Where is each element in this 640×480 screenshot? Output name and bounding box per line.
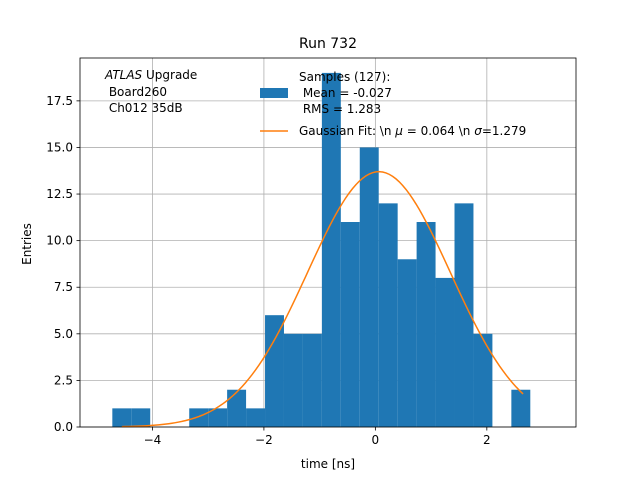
- atlas-upgrade: Upgrade: [142, 68, 197, 82]
- legend-hist-line3: RMS = 1.283: [299, 102, 381, 116]
- atlas-annotation-line1: ATLAS Upgrade: [104, 68, 197, 82]
- histogram-bar: [378, 203, 398, 427]
- histogram-bar: [208, 408, 228, 427]
- x-tick-label: −2: [255, 433, 273, 447]
- y-tick-label: 5.0: [54, 327, 73, 341]
- histogram-bar: [340, 222, 360, 427]
- atlas-italic: ATLAS: [104, 68, 143, 82]
- y-tick-label: 2.5: [54, 373, 73, 387]
- y-tick-label: 15.0: [46, 140, 73, 154]
- y-tick-label: 7.5: [54, 280, 73, 294]
- x-tick-label: 2: [483, 433, 491, 447]
- legend-fit-mu: μ: [394, 124, 403, 138]
- y-tick-label: 17.5: [46, 94, 73, 108]
- histogram-bar: [189, 408, 209, 427]
- histogram-bar: [397, 259, 417, 427]
- histogram-bar: [283, 333, 303, 427]
- histogram-bar: [227, 389, 247, 427]
- histogram-bar: [112, 408, 132, 427]
- histogram-bar: [302, 333, 322, 427]
- histogram-bar: [473, 333, 493, 427]
- axes-frame: [79, 57, 577, 428]
- x-axis-label: time [ns]: [301, 457, 355, 471]
- legend-fit-prefix: Gaussian Fit: \n: [299, 124, 395, 138]
- bars-layer: [112, 72, 531, 428]
- atlas-annotation-line3: Ch012 35dB: [105, 101, 183, 115]
- legend: Samples (127): Mean = -0.027 RMS = 1.283…: [260, 70, 526, 138]
- histogram-bar: [511, 389, 531, 427]
- legend-hist-line1: Samples (127):: [299, 70, 390, 84]
- y-tick-label: 12.5: [46, 187, 73, 201]
- histogram-bar: [416, 222, 436, 427]
- y-tick-label: 10.0: [46, 234, 73, 248]
- histogram-bar: [435, 277, 455, 427]
- legend-hist-line2: Mean = -0.027: [299, 86, 392, 100]
- atlas-annotation-line2: Board260: [105, 85, 167, 99]
- histogram-bar: [359, 147, 379, 428]
- histogram-bar: [246, 408, 266, 427]
- chart-title: Run 732: [299, 36, 357, 52]
- histogram-bar: [321, 72, 341, 427]
- legend-hist-swatch: [260, 88, 288, 98]
- legend-fit-end: =1.279: [482, 124, 526, 138]
- histogram-bar: [454, 203, 474, 427]
- x-tick-label: −4: [144, 433, 162, 447]
- histogram-bar: [131, 408, 151, 427]
- ticks-layer: −4 −2 0 2 0.0 2.5 5.0 7.5 10.0 12.5 15.0 17.5: [46, 94, 490, 447]
- x-tick-label: 0: [372, 433, 380, 447]
- histogram-bar: [265, 315, 284, 427]
- gaussian-fit-curve: [121, 170, 524, 428]
- legend-fit-label: Gaussian Fit: \n μ = 0.064 \n σ=1.279: [299, 124, 526, 138]
- y-tick-label: 0.0: [54, 420, 73, 434]
- legend-fit-mid: = 0.064 \n: [403, 124, 474, 138]
- y-axis-label: Entries: [20, 223, 34, 265]
- legend-fit-sigma: σ: [474, 124, 482, 138]
